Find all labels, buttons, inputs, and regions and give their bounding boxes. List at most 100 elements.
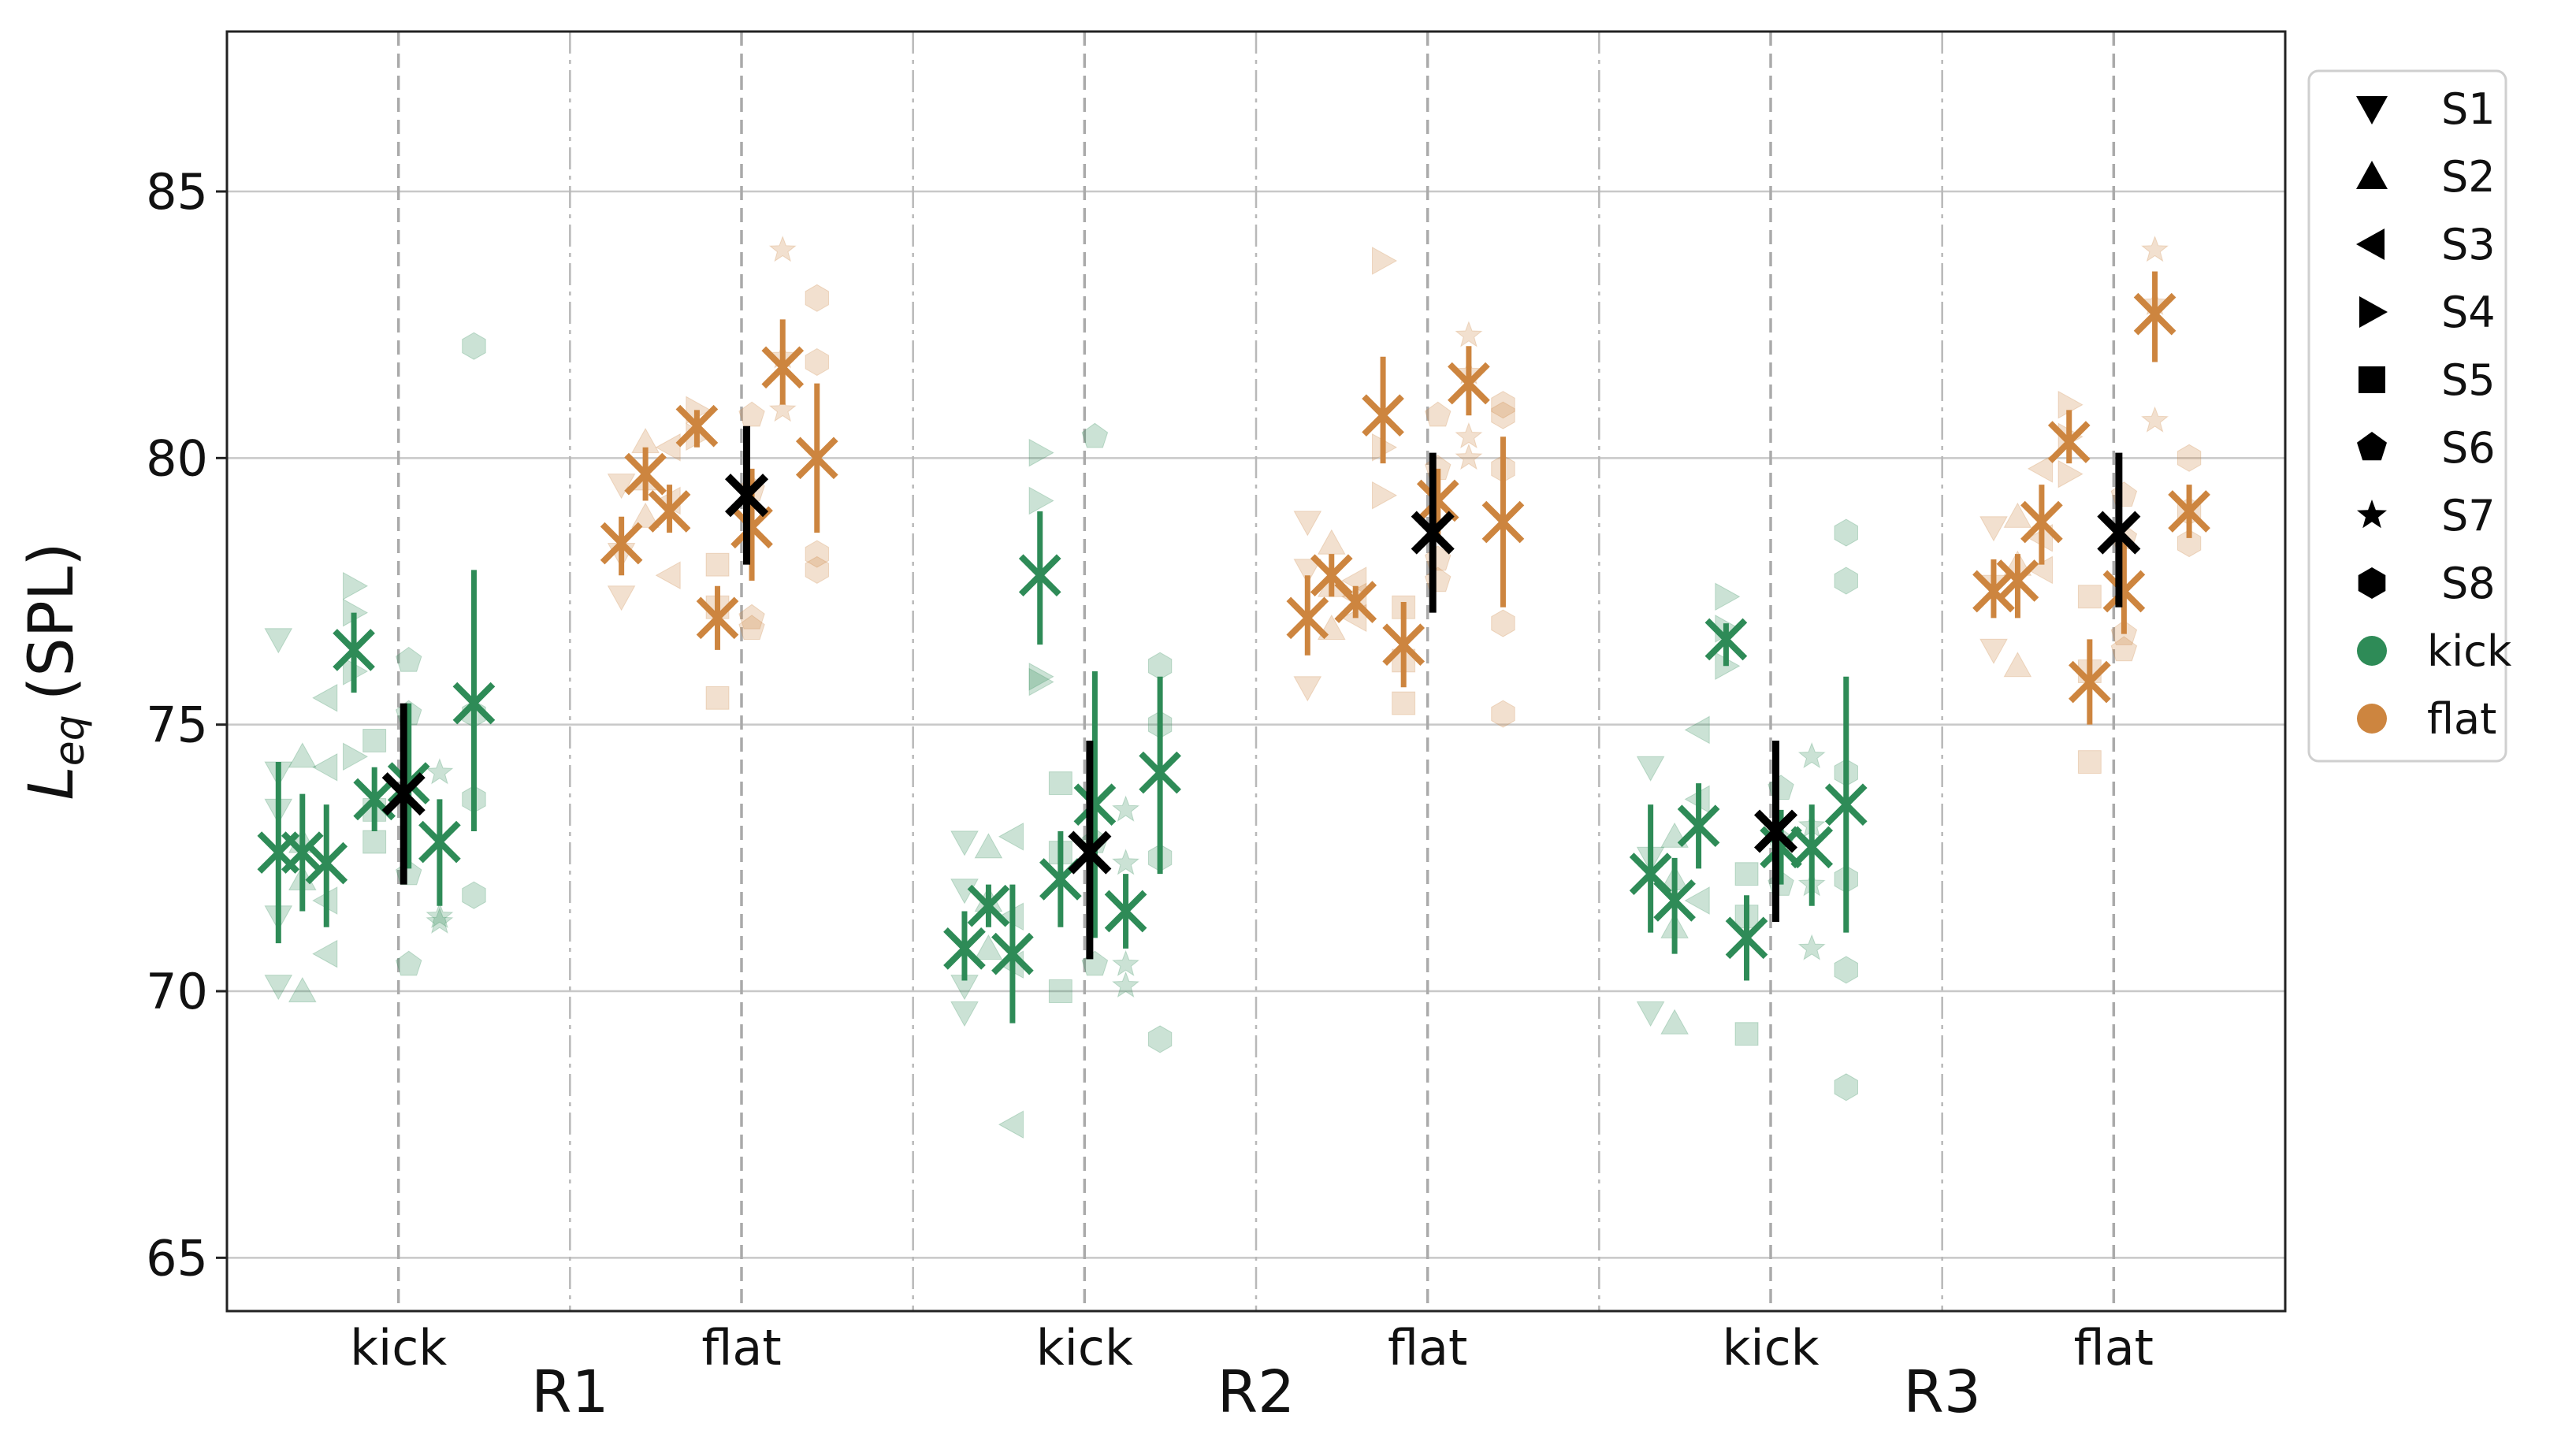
subject-mean-marker	[305, 841, 348, 885]
y-tick-label: 85	[146, 163, 208, 221]
subject-mean-marker	[333, 629, 375, 671]
raw-point-s5	[705, 685, 730, 710]
raw-point-s5	[2077, 585, 2102, 609]
subject-mean-marker	[1725, 916, 1768, 960]
y-tick-labels: 65 70 75 80 85	[146, 163, 227, 1287]
subject-mean-marker	[418, 820, 461, 864]
subject-mean-marker	[1996, 559, 2039, 602]
subject-mean-marker	[696, 596, 739, 640]
subject-mean-marker	[1481, 500, 1525, 544]
raw-point-s2	[974, 833, 1003, 859]
legend-label: S5	[2441, 355, 2496, 405]
raw-point-s2	[288, 742, 317, 768]
subject-mean-marker	[1824, 783, 1868, 826]
grid	[227, 32, 2285, 1311]
raw-point-s8	[805, 540, 829, 568]
raw-point-s3	[2027, 455, 2053, 483]
y-axis-label: Leq(SPL)	[17, 542, 94, 800]
raw-point-s3	[998, 822, 1024, 851]
overall-mean-marker	[1068, 830, 1112, 875]
raw-point-s8	[805, 347, 829, 377]
raw-point-s8	[1834, 956, 1858, 984]
raw-point-s6	[738, 604, 765, 630]
legend-marker-s6	[2357, 432, 2387, 461]
overall-mean-marker	[1753, 809, 1798, 853]
raw-point-s8	[2176, 444, 2202, 472]
legend-label: kick	[2427, 626, 2512, 676]
raw-point-s6	[2110, 636, 2138, 662]
subject-mean-marker	[1334, 581, 1377, 623]
legend-marker-s2	[2356, 161, 2388, 189]
raw-point-s1	[1293, 559, 1322, 585]
x-category-label: flat	[1388, 1319, 1467, 1376]
raw-point-s3	[1684, 715, 1710, 745]
subject-mean-marker	[2168, 490, 2210, 533]
x-labels: kick flat kick flat kick flat R1 R2 R3	[350, 1319, 2154, 1426]
raw-point-s8	[1491, 401, 1515, 429]
raw-point-s3	[312, 683, 338, 712]
subject-mean-marker	[600, 522, 643, 565]
raw-point-s8	[462, 332, 486, 360]
raw-point-s5	[2077, 750, 2102, 774]
raw-point-s7	[426, 758, 454, 785]
raw-point-s4	[1372, 481, 1398, 510]
legend-marker-s1	[2356, 96, 2388, 124]
subject-mean-marker	[1704, 618, 1748, 661]
raw-point-s4	[1028, 667, 1054, 697]
raw-point-s7	[1797, 741, 1826, 769]
x-group-label: R1	[531, 1358, 609, 1426]
raw-point-s1	[1636, 1001, 1665, 1027]
raw-point-s5	[362, 830, 387, 854]
raw-point-s8	[805, 284, 829, 312]
raw-point-s5	[705, 552, 730, 577]
subject-mean-marker	[1382, 623, 1426, 666]
subject-mean-marker	[281, 831, 324, 874]
raw-point-s5	[1048, 771, 1072, 795]
raw-point-s1	[607, 474, 636, 500]
subject-mean-marker	[2133, 292, 2176, 336]
subject-mean-marker	[1677, 804, 1720, 848]
subject-mean-marker	[2102, 570, 2146, 613]
raw-point-s1	[264, 975, 293, 1001]
raw-point-s7	[2141, 406, 2169, 433]
subject-mean-marker	[1018, 554, 1061, 597]
raw-point-s6	[738, 615, 765, 641]
raw-point-s5	[1048, 979, 1072, 1003]
raw-point-s4	[1028, 486, 1054, 515]
raw-point-s7	[768, 395, 797, 422]
subject-mean-marker	[795, 437, 838, 480]
x-category-label: flat	[701, 1319, 781, 1376]
raw-point-s7	[1112, 971, 1140, 998]
subject-mean-marker	[1139, 751, 1181, 794]
raw-point-s2	[288, 976, 317, 1003]
raw-point-s7	[426, 907, 454, 934]
raw-point-s3	[998, 1110, 1024, 1139]
subject-mean-marker	[2069, 660, 2111, 704]
raw-point-s2	[1660, 1009, 1689, 1035]
overall-mean-marker	[381, 772, 426, 816]
raw-point-s7	[1797, 934, 1826, 960]
plot-frame	[225, 30, 2287, 1313]
raw-point-s3	[655, 433, 681, 462]
raw-point-s2	[2003, 502, 2032, 528]
legend-dot-flat	[2357, 704, 2387, 734]
overall-mean-marker	[724, 474, 769, 518]
raw-point-s3	[312, 939, 338, 968]
subject-mean-marker	[967, 884, 1010, 927]
raw-point-s4	[1028, 438, 1054, 467]
legend-dot-kick	[2357, 636, 2387, 666]
subject-mean-marker	[675, 404, 719, 448]
raw-point-s5	[1734, 862, 1759, 886]
raw-point-s3	[1684, 886, 1710, 915]
overall-means	[381, 425, 2141, 960]
raw-point-s3	[312, 752, 338, 782]
raw-point-s6	[1081, 950, 1109, 976]
raw-point-s8	[462, 881, 486, 909]
legend-label: flat	[2427, 694, 2496, 744]
subject-mean-marker	[2020, 500, 2063, 544]
raw-point-s5	[1392, 691, 1416, 715]
raw-point-s6	[1425, 567, 1452, 593]
overall-mean-marker	[1411, 511, 1455, 555]
legend-marker-s8	[2358, 567, 2386, 599]
raw-point-s4	[1715, 582, 1741, 611]
